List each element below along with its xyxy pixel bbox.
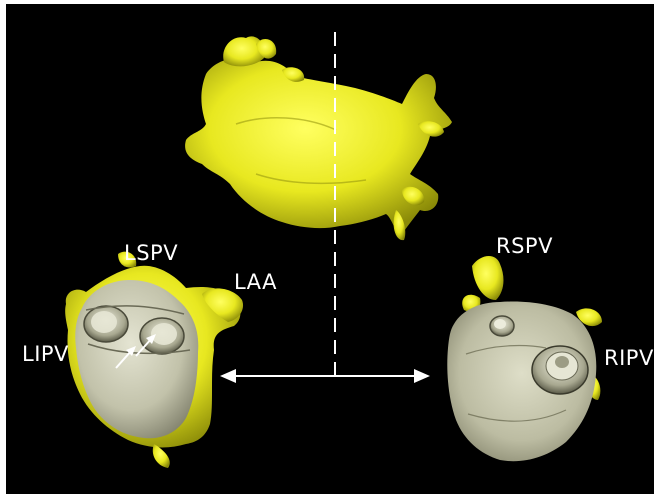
- label-rspv: RSPV: [496, 234, 553, 258]
- white-arrows-icon: [115, 334, 156, 369]
- left-atrium-exterior-model: [185, 36, 452, 241]
- left-right-arrow-icon: [220, 369, 430, 383]
- left-veins-endocardial-model: [65, 251, 244, 468]
- image-panel: LSPV LAA LIPV RSPV RIPV: [6, 4, 654, 494]
- label-ripv: RIPV: [604, 346, 654, 370]
- label-lipv: LIPV: [22, 342, 69, 366]
- right-veins-endocardial-model: [447, 255, 602, 462]
- label-laa: LAA: [234, 270, 277, 294]
- label-lspv: LSPV: [124, 241, 179, 265]
- cardiac-3d-reconstruction: [65, 32, 602, 468]
